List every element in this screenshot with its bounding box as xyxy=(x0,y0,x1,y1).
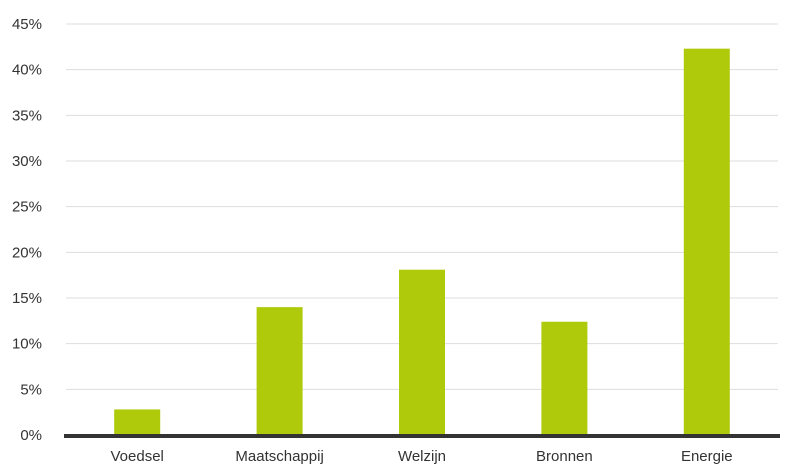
bars xyxy=(114,48,730,435)
y-tick-label: 45% xyxy=(12,16,42,33)
x-category-label: Bronnen xyxy=(536,448,593,465)
gridlines xyxy=(66,23,778,390)
bar-welzijn xyxy=(399,269,445,435)
x-category-label: Maatschappij xyxy=(235,448,323,465)
y-tick-label: 15% xyxy=(12,290,42,307)
x-category-label: Welzijn xyxy=(398,448,446,465)
y-tick-label: 5% xyxy=(20,381,42,398)
x-category-label: Voedsel xyxy=(111,448,164,465)
y-tick-label: 40% xyxy=(12,62,42,79)
bar-voedsel xyxy=(114,409,161,435)
y-tick-label: 30% xyxy=(12,153,42,170)
bar-energie xyxy=(683,48,730,435)
y-tick-label: 20% xyxy=(12,244,42,261)
x-axis-category-labels: Voedsel Maatschappij Welzijn Bronnen Energie xyxy=(111,448,733,465)
y-tick-label: 10% xyxy=(12,336,42,353)
y-tick-label: 0% xyxy=(20,427,42,444)
y-axis-tick-labels: 0% 5% 10% 15% 20% 25% 30% 35% 40% 45% xyxy=(12,16,42,444)
bar-bronnen xyxy=(541,321,588,435)
x-category-label: Energie xyxy=(681,448,733,465)
y-tick-label: 35% xyxy=(12,107,42,124)
bar-maatschappij xyxy=(256,307,303,435)
y-tick-label: 25% xyxy=(12,199,42,216)
